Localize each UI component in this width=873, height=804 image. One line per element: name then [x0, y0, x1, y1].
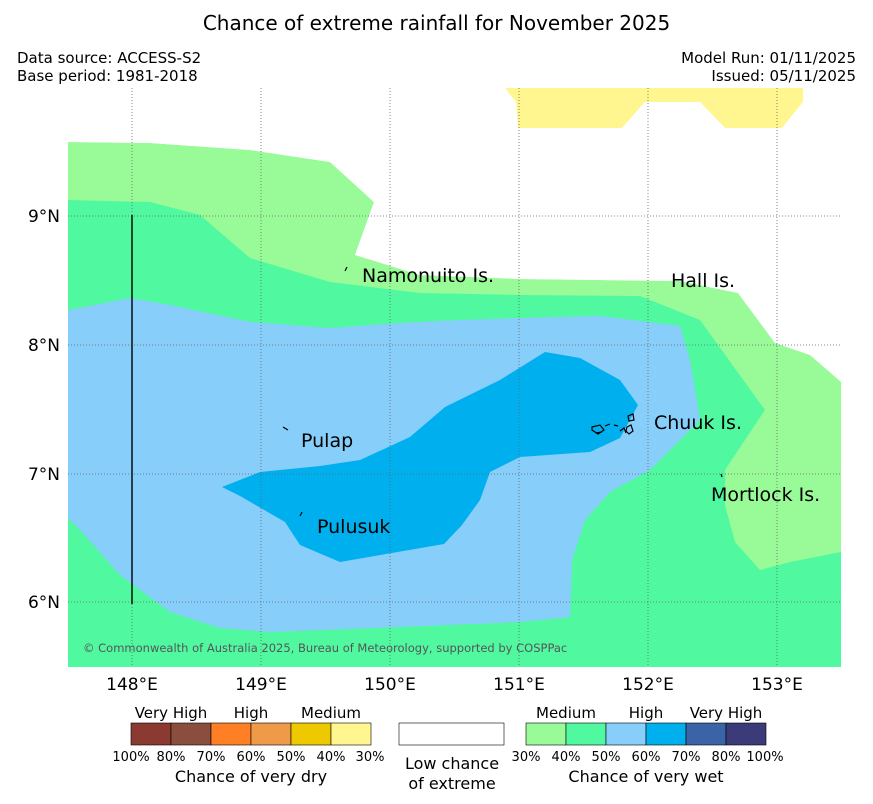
lon-tick-149: 149°E — [235, 675, 287, 695]
swatch-wet-3 — [645, 722, 687, 746]
swatch-dry-4 — [290, 722, 332, 746]
base-period: Base period: 1981-2018 — [17, 67, 198, 85]
swatch-wet-4 — [685, 722, 727, 746]
lat-tick-7: 7°N — [28, 465, 60, 485]
legend-wet-very-high: Very High — [690, 704, 763, 722]
lon-axis: 148°E 149°E 150°E 151°E 152°E 153°E — [106, 675, 803, 695]
lon-tick-148: 148°E — [106, 675, 158, 695]
legend-wet-pct-2: 50% — [592, 750, 621, 765]
legend-wet-pct-6: 100% — [746, 750, 783, 765]
chuuk-island — [591, 413, 635, 435]
lat-tick-6: 6°N — [28, 593, 60, 613]
swatch-dry-3 — [250, 722, 292, 746]
legend-wet-medium: Medium — [536, 704, 596, 722]
meta-right: Model Run: 01/11/2025 Issued: 05/11/2025 — [681, 49, 856, 85]
legend-wet-pct-5: 80% — [712, 750, 741, 765]
legend-dry-pct-5: 40% — [317, 750, 346, 765]
legend-dry: Very High High Medium 100% 80% 70% 60% 5… — [112, 704, 384, 786]
legend-dry-pct-0: 100% — [112, 750, 149, 765]
rainfall-map — [68, 88, 841, 667]
map-grid — [68, 88, 841, 667]
swatch-wet-2 — [605, 722, 647, 746]
zone-wet-60-70 — [222, 352, 638, 562]
swatch-wet-1 — [565, 722, 607, 746]
map-title: Chance of extreme rainfall for November … — [202, 11, 671, 35]
legend-wet: Medium High Very High 30% 40% 50% 60% 70… — [512, 704, 784, 786]
lon-tick-151: 151°E — [493, 675, 545, 695]
swatch-wet-5 — [725, 722, 767, 746]
legend-wet-pct-3: 60% — [632, 750, 661, 765]
legend-wet-pct-1: 40% — [552, 750, 581, 765]
place-labels: Namonuito Is. Hall Is. Pulap Chuuk Is. M… — [301, 265, 820, 538]
label-mortlock: Mortlock Is. — [711, 484, 820, 506]
label-pulusuk: Pulusuk — [317, 516, 390, 538]
swatch-neutral — [398, 722, 505, 746]
swatch-wet-0 — [525, 722, 567, 746]
legend-wet-high: High — [629, 704, 663, 722]
legend-dry-high: High — [234, 704, 268, 722]
legend-wet-pct-0: 30% — [512, 750, 541, 765]
legend-dry-caption: Chance of very dry — [175, 767, 327, 786]
zone-dry-30-40 — [505, 88, 803, 128]
lat-tick-8: 8°N — [28, 336, 60, 356]
label-hall: Hall Is. — [671, 270, 735, 292]
pulap-island — [282, 426, 289, 431]
namonuito-island — [344, 266, 348, 272]
legend-wet-swatches — [525, 722, 767, 746]
legend-dry-pct-1: 80% — [157, 750, 186, 765]
swatch-dry-0 — [130, 722, 172, 746]
legend-dry-pct-6: 30% — [356, 750, 385, 765]
legend-dry-very-high: Very High — [135, 704, 208, 722]
legend-dry-swatches — [130, 722, 372, 746]
lat-axis: 9°N 8°N 7°N 6°N — [28, 207, 60, 613]
legend-dry-pct-3: 60% — [237, 750, 266, 765]
legend-wet-pct-4: 70% — [672, 750, 701, 765]
lon-tick-152: 152°E — [622, 675, 674, 695]
model-run: Model Run: 01/11/2025 — [681, 49, 856, 67]
legend-wet-caption: Chance of very wet — [568, 767, 723, 786]
legend-dry-pct-2: 70% — [197, 750, 226, 765]
data-source: Data source: ACCESS-S2 — [17, 49, 202, 67]
swatch-dry-1 — [170, 722, 212, 746]
label-pulap: Pulap — [301, 430, 353, 452]
issued-date: Issued: 05/11/2025 — [711, 67, 856, 85]
legend-neutral: Low chance of extreme — [398, 722, 505, 793]
swatch-dry-5 — [330, 722, 372, 746]
label-namonuito: Namonuito Is. — [362, 265, 494, 287]
label-chuuk: Chuuk Is. — [654, 412, 742, 434]
pulusuk-island — [299, 511, 303, 517]
lon-tick-150: 150°E — [364, 675, 416, 695]
lat-tick-9: 9°N — [28, 207, 60, 227]
legend-dry-medium: Medium — [301, 704, 361, 722]
islands — [282, 266, 723, 517]
legend-dry-pct-4: 50% — [277, 750, 306, 765]
legend-neutral-line2: of extreme — [408, 774, 495, 793]
lon-tick-153: 153°E — [751, 675, 803, 695]
copyright-note: © Commonwealth of Australia 2025, Bureau… — [83, 641, 567, 655]
meta-left: Data source: ACCESS-S2 Base period: 1981… — [17, 49, 201, 85]
legend-neutral-line1: Low chance — [405, 754, 499, 773]
swatch-dry-2 — [210, 722, 252, 746]
mortlock-island — [720, 473, 723, 478]
